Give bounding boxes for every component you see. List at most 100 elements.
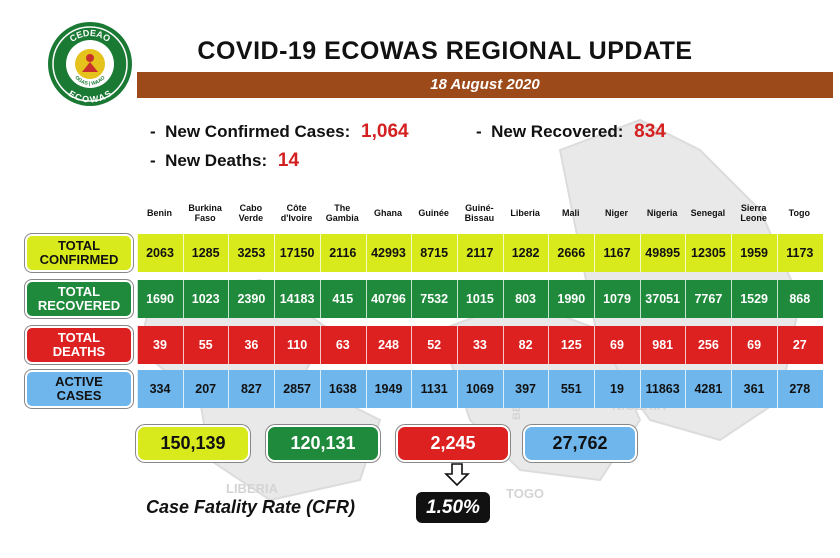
row-label-line: ACTIVE bbox=[55, 374, 103, 389]
new-recovered-line: - New Recovered: 834 bbox=[476, 121, 666, 143]
country-header-line: Faso bbox=[194, 213, 216, 223]
country-header: Nigeria bbox=[644, 196, 681, 230]
table-cell: 4281 bbox=[685, 370, 730, 408]
bullet: - bbox=[150, 122, 156, 141]
row-band-recovered bbox=[137, 280, 823, 318]
row-label-confirmed: TOTAL CONFIRMED bbox=[25, 234, 133, 272]
active-cases-sum: 27,762 bbox=[523, 425, 637, 462]
country-header-line: Mali bbox=[562, 208, 580, 218]
country-header-line: Guiné- bbox=[465, 203, 494, 213]
table-cell: 69 bbox=[594, 326, 639, 364]
table-cell: 207 bbox=[182, 370, 228, 408]
table-cell: 1638 bbox=[319, 370, 365, 408]
row-label-line: DEATHS bbox=[52, 344, 106, 359]
country-header: Sierra Leone bbox=[735, 196, 772, 230]
table-cell: 551 bbox=[548, 370, 593, 408]
table-cell: 803 bbox=[502, 280, 548, 318]
country-header-line: Benin bbox=[146, 208, 172, 218]
table-cell: 1690 bbox=[137, 280, 182, 318]
ecowas-logo-icon: CEDEAO ECOWAS OGAS | WAAO bbox=[48, 22, 132, 106]
row-label-line: TOTAL bbox=[57, 284, 101, 299]
table-cell: 981 bbox=[639, 326, 685, 364]
table-cell: 19 bbox=[594, 370, 639, 408]
table-cell: 1529 bbox=[731, 280, 776, 318]
country-header-line: Cabo bbox=[239, 203, 263, 213]
new-confirmed-line: - New Confirmed Cases: 1,064 bbox=[150, 121, 409, 143]
country-header-line: Côte bbox=[286, 203, 307, 213]
table-cell: 2390 bbox=[228, 280, 273, 318]
table-cell: 1069 bbox=[456, 370, 502, 408]
table-cell: 69 bbox=[731, 326, 776, 364]
country-header-line: Niger bbox=[604, 208, 628, 218]
date-band: 18 August 2020 bbox=[137, 72, 833, 98]
country-header-line: The bbox=[334, 203, 351, 213]
table-cell: 2116 bbox=[319, 234, 365, 272]
country-header-line: Verde bbox=[238, 213, 264, 223]
table-cell: 278 bbox=[776, 370, 822, 408]
row-label-active: ACTIVE CASES bbox=[25, 370, 133, 408]
page-title: COVID-19 ECOWAS REGIONAL UPDATE bbox=[197, 37, 693, 65]
country-header: Senegal bbox=[689, 196, 726, 230]
country-header-line: Bissau bbox=[464, 213, 495, 223]
table-cell: 3253 bbox=[228, 234, 273, 272]
table-cell: 55 bbox=[182, 326, 228, 364]
map-label-liberia: LIBERIA bbox=[226, 481, 279, 496]
country-header-line: Liberia bbox=[510, 208, 540, 218]
row-label-deaths: TOTAL DEATHS bbox=[25, 326, 133, 364]
map-label-togo: TOGO bbox=[506, 486, 544, 501]
row-label-line: TOTAL bbox=[57, 238, 101, 253]
country-header: Guinée bbox=[415, 196, 452, 230]
country-header-line: Ghana bbox=[373, 208, 402, 218]
table-cell: 125 bbox=[548, 326, 593, 364]
table-cell: 49895 bbox=[639, 234, 685, 272]
total-confirmed-sum: 150,139 bbox=[136, 425, 250, 462]
country-header-line: Leone bbox=[740, 213, 767, 223]
country-header-line: Gambia bbox=[325, 213, 359, 223]
down-arrow-icon bbox=[444, 463, 470, 487]
country-header-line: d'Ivoire bbox=[280, 213, 313, 223]
country-header: Mali bbox=[552, 196, 589, 230]
table-cell: 827 bbox=[228, 370, 273, 408]
table-cell: 1282 bbox=[502, 234, 548, 272]
table-cell: 11863 bbox=[639, 370, 685, 408]
table-cell: 1990 bbox=[548, 280, 593, 318]
table-cell: 1285 bbox=[182, 234, 228, 272]
row-band-confirmed bbox=[137, 234, 823, 272]
table-cell: 334 bbox=[137, 370, 182, 408]
table-cell: 63 bbox=[319, 326, 365, 364]
table-cell: 52 bbox=[411, 326, 456, 364]
table-cell: 37051 bbox=[639, 280, 685, 318]
table-cell: 415 bbox=[319, 280, 365, 318]
table-cell: 397 bbox=[502, 370, 548, 408]
row-label-recovered: TOTAL RECOVERED bbox=[25, 280, 133, 318]
table-cell: 7767 bbox=[685, 280, 730, 318]
total-recovered-sum: 120,131 bbox=[266, 425, 380, 462]
table-cell: 8715 bbox=[411, 234, 456, 272]
table-cell: 17150 bbox=[274, 234, 319, 272]
table-cell: 256 bbox=[685, 326, 730, 364]
total-deaths-sum: 2,245 bbox=[396, 425, 510, 462]
table-cell: 2063 bbox=[137, 234, 182, 272]
table-cell: 1959 bbox=[731, 234, 776, 272]
bullet: - bbox=[476, 122, 482, 141]
new-recovered-value: 834 bbox=[634, 121, 666, 142]
country-header: Cabo Verde bbox=[232, 196, 269, 230]
table-cell: 1949 bbox=[365, 370, 411, 408]
table-cell: 2117 bbox=[456, 234, 502, 272]
table-cell: 36 bbox=[228, 326, 273, 364]
table-cell: 7532 bbox=[411, 280, 456, 318]
table-cell: 1079 bbox=[594, 280, 639, 318]
table-cell: 14183 bbox=[274, 280, 319, 318]
country-header: Guiné- Bissau bbox=[461, 196, 498, 230]
cfr-label: Case Fatality Rate (CFR) bbox=[146, 497, 356, 517]
row-band-deaths bbox=[137, 326, 823, 364]
row-label-line: CASES bbox=[56, 388, 102, 403]
table-cell: 40796 bbox=[365, 280, 411, 318]
table-cell: 1167 bbox=[594, 234, 639, 272]
table-cell: 2857 bbox=[274, 370, 319, 408]
table-cell: 12305 bbox=[685, 234, 730, 272]
table-cell: 82 bbox=[502, 326, 548, 364]
country-header: Niger bbox=[598, 196, 635, 230]
row-label-line: CONFIRMED bbox=[39, 252, 119, 267]
country-header: Togo bbox=[781, 196, 818, 230]
